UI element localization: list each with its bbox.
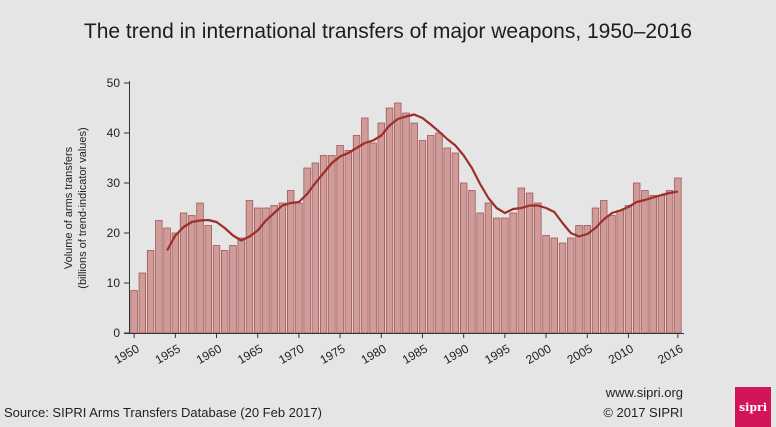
- bar-1967: [270, 205, 278, 334]
- bar-1973: [319, 155, 328, 334]
- x-tick-label-1975: 1975: [317, 341, 347, 367]
- y-axis-title-line1: Volume of arms transfers: [63, 146, 75, 269]
- bar-2013: [649, 195, 657, 334]
- x-tick-label-1960: 1960: [194, 341, 224, 367]
- bar-1976: [344, 150, 353, 334]
- y-axis-title-line2: (billions of trend-indicator values): [77, 127, 89, 288]
- bar-1957: [188, 215, 196, 334]
- x-tick-label-2000: 2000: [523, 341, 553, 367]
- bar-2003: [567, 237, 575, 334]
- bar-1964: [245, 200, 254, 334]
- x-ticks: 1950 1955 1960 1965 1970 1975 1980 1985 1990 1995…: [111, 333, 686, 367]
- bar-2011: [633, 182, 641, 334]
- chart-title: The trend in international transfers of …: [83, 20, 693, 43]
- bar-1996: [509, 212, 517, 334]
- bar-2016: [674, 177, 682, 334]
- bar-1978: [361, 117, 369, 334]
- copyright-note: © 2017 SIPRI: [603, 405, 683, 420]
- y-tick-label-20: 20: [107, 226, 121, 240]
- bar-1954: [163, 227, 171, 334]
- y-tick-label-40: 40: [107, 126, 121, 140]
- sipri-logo: sipri: [735, 387, 771, 427]
- x-tick-label-2016: 2016: [655, 341, 685, 367]
- bar-2012: [641, 190, 649, 334]
- bar-2001: [550, 237, 558, 334]
- bar-1961: [221, 250, 229, 334]
- bar-1994: [492, 217, 501, 334]
- bar-2002: [558, 242, 567, 334]
- bar-1952: [146, 250, 155, 334]
- trend-line: [166, 113, 679, 252]
- bar-1993: [484, 202, 493, 334]
- bar-1985: [418, 140, 427, 334]
- bar-2010: [624, 205, 633, 334]
- bar-2005: [583, 225, 591, 334]
- bar-2015: [665, 190, 674, 334]
- x-tick-label-1955: 1955: [153, 341, 183, 367]
- bar-1950: [130, 290, 138, 334]
- x-tick-label-1950: 1950: [111, 341, 141, 367]
- website-link[interactable]: www.sipri.org: [605, 385, 683, 400]
- bar-1986: [427, 135, 435, 334]
- bar-1991: [468, 190, 476, 334]
- bar-1958: [196, 202, 204, 334]
- bar-1981: [385, 107, 394, 334]
- bar-1953: [155, 220, 163, 334]
- bar-1970: [295, 202, 303, 334]
- bar-2000: [542, 235, 550, 334]
- x-tick-label-1985: 1985: [400, 341, 430, 367]
- bar-1968: [278, 202, 287, 334]
- bar-1963: [237, 237, 245, 334]
- bar-2014: [657, 195, 666, 334]
- bar-1974: [328, 155, 336, 334]
- bar-1980: [377, 122, 385, 334]
- bar-1989: [451, 152, 460, 334]
- bar-1966: [262, 207, 270, 334]
- bar-1959: [204, 225, 212, 334]
- y-tick-label-30: 30: [107, 176, 121, 190]
- y-tick-label-50: 50: [107, 76, 121, 90]
- bar-1990: [460, 182, 468, 334]
- bars: [130, 102, 682, 334]
- x-tick-label-1990: 1990: [441, 341, 471, 367]
- bar-1979: [369, 142, 377, 334]
- y-ticks: 0 10 20 30 40 50: [107, 76, 130, 340]
- bar-1987: [435, 132, 443, 334]
- bar-1962: [229, 245, 237, 334]
- x-tick-label-1970: 1970: [276, 341, 306, 367]
- bar-1984: [410, 122, 418, 334]
- source-note: Source: SIPRI Arms Transfers Database (2…: [4, 405, 322, 420]
- bar-2009: [616, 210, 624, 334]
- bar-1997: [517, 187, 526, 334]
- bar-1998: [525, 192, 534, 334]
- x-tick-label-2010: 2010: [606, 341, 636, 367]
- x-tick-label-1965: 1965: [235, 341, 265, 367]
- bar-2004: [575, 225, 583, 334]
- bar-1982: [394, 102, 402, 334]
- bar-1999: [534, 202, 542, 334]
- y-tick-label-10: 10: [107, 276, 121, 290]
- bar-1992: [476, 212, 484, 334]
- bar-1995: [501, 217, 509, 334]
- bar-2008: [608, 215, 616, 334]
- axes: [124, 81, 684, 334]
- y-axis-title: Volume of arms transfers (billions of tr…: [63, 127, 89, 288]
- bar-1975: [336, 145, 344, 334]
- bar-1988: [443, 147, 451, 334]
- x-tick-label-1995: 1995: [482, 341, 512, 367]
- bar-1955: [171, 232, 179, 334]
- bar-1977: [352, 135, 361, 334]
- bar-1983: [402, 112, 410, 334]
- bar-1960: [212, 245, 221, 334]
- bar-1969: [286, 190, 295, 334]
- bar-1972: [311, 162, 320, 334]
- x-tick-label-1980: 1980: [359, 341, 389, 367]
- bar-1951: [138, 272, 147, 334]
- x-tick-label-2005: 2005: [565, 341, 595, 367]
- y-tick-label-0: 0: [113, 326, 120, 340]
